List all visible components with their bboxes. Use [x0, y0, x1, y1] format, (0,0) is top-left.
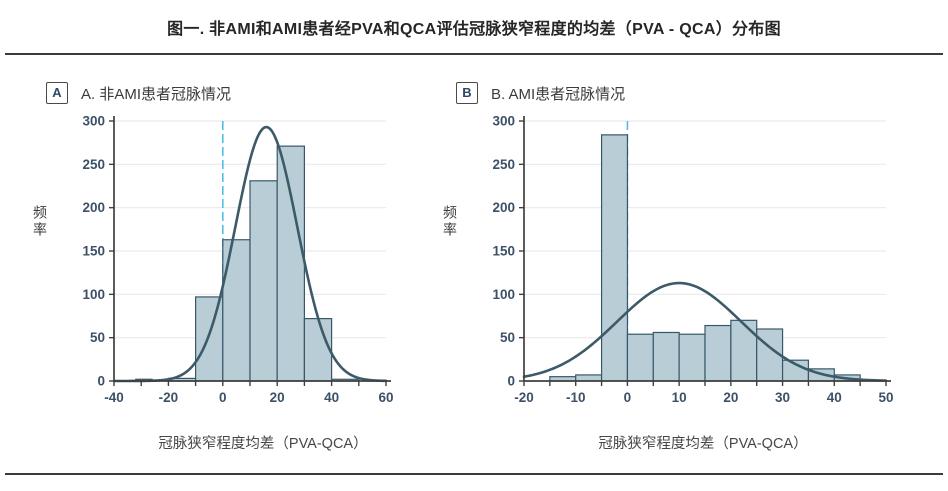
svg-text:150: 150: [82, 244, 105, 259]
panel-b-plot-row: 频率 0 50 100 150 200 250 300 -20 -10 0 10 20 30 40 50: [438, 109, 908, 424]
svg-text:-20: -20: [514, 390, 534, 405]
svg-text:-20: -20: [159, 390, 179, 405]
svg-text:-10: -10: [566, 390, 586, 405]
panel-a-header: A A. 非AMI患者冠脉情况: [28, 81, 428, 105]
svg-text:20: 20: [723, 390, 738, 405]
svg-text:40: 40: [324, 390, 339, 405]
svg-text:250: 250: [82, 157, 105, 172]
panel-b-header: B B. AMI患者冠脉情况: [438, 81, 908, 105]
panel-a-x-axis-title: 冠脉狭窄程度均差（PVA-QCA）: [158, 436, 368, 452]
svg-text:200: 200: [82, 200, 105, 215]
svg-text:50: 50: [500, 330, 515, 345]
svg-text:40: 40: [827, 390, 842, 405]
svg-text:0: 0: [97, 374, 105, 389]
histogram-panel-b: 0 50 100 150 200 250 300 -20 -10 0 10 20 30 40 50: [492, 114, 893, 406]
svg-text:300: 300: [82, 114, 105, 129]
svg-text:20: 20: [270, 390, 285, 405]
charts-row: A A. 非AMI患者冠脉情况 频率 0 50 100 150 200 250 300 -40…: [0, 55, 948, 453]
svg-text:250: 250: [492, 157, 515, 172]
svg-text:150: 150: [492, 244, 515, 259]
svg-text:30: 30: [775, 390, 790, 405]
svg-text:10: 10: [672, 390, 687, 405]
svg-text:0: 0: [624, 390, 632, 405]
bottom-divider: [5, 473, 943, 475]
svg-text:0: 0: [507, 374, 515, 389]
panel-a-title: A. 非AMI患者冠脉情况: [81, 85, 232, 103]
panel-b: B B. AMI患者冠脉情况 频率 0 50 100 150 200 250 300 -20-…: [438, 81, 908, 453]
svg-text:50: 50: [878, 390, 893, 405]
panel-b-badge: B: [456, 82, 478, 104]
svg-text:300: 300: [492, 114, 515, 129]
figure-title: 图一. 非AMI和AMI患者经PVA和QCA评估冠脉狭窄程度的均差（PVA - …: [167, 21, 781, 38]
svg-text:200: 200: [492, 200, 515, 215]
svg-text:-40: -40: [104, 390, 124, 405]
panel-b-x-axis-title: 冠脉狭窄程度均差（PVA-QCA）: [598, 436, 808, 452]
svg-text:50: 50: [90, 330, 105, 345]
svg-text:0: 0: [219, 390, 227, 405]
panel-a-badge: A: [46, 82, 68, 104]
panel-b-y-axis-label: 频率: [442, 204, 458, 239]
svg-text:60: 60: [378, 390, 393, 405]
svg-text:100: 100: [82, 287, 105, 302]
histogram-panel-a: 0 50 100 150 200 250 300 -40 -20 0 20 40 60: [82, 114, 393, 406]
panel-b-title: B. AMI患者冠脉情况: [491, 85, 626, 103]
panel-a-plot-row: 频率 0 50 100 150 200 250 300 -40 -20 0 20 40 60: [28, 109, 428, 424]
panel-a: A A. 非AMI患者冠脉情况 频率 0 50 100 150 200 250 300 -40…: [28, 81, 428, 453]
panel-a-y-axis-label: 频率: [32, 204, 48, 239]
top-divider: [5, 53, 943, 55]
svg-text:100: 100: [492, 287, 515, 302]
